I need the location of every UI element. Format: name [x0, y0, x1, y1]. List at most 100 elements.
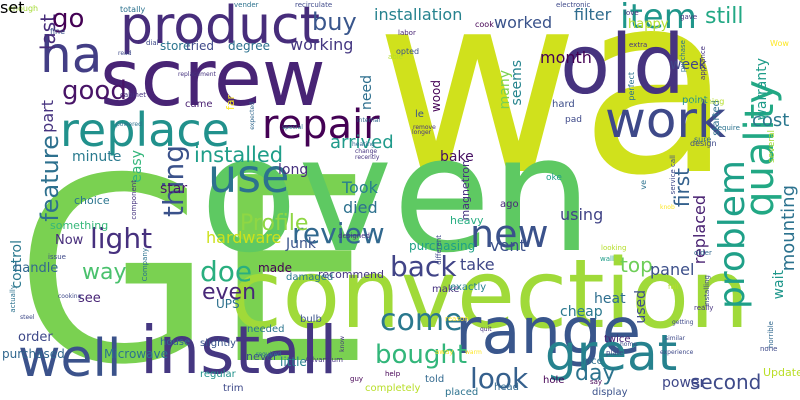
cloud-word: reason — [445, 315, 469, 323]
cloud-word: cooking — [58, 293, 82, 300]
cloud-word: Wow — [770, 39, 789, 48]
cloud-word: little — [280, 355, 307, 369]
cloud-word: house — [160, 337, 191, 348]
cloud-word: head — [494, 382, 519, 393]
cloud-word: never — [246, 350, 278, 363]
cloud-word: exactly — [450, 282, 487, 293]
cloud-word: arrived — [330, 132, 394, 153]
cloud-word: back — [390, 250, 457, 283]
cloud-word: great — [545, 324, 678, 382]
cloud-word: require — [715, 124, 740, 132]
cloud-word: order — [18, 330, 53, 345]
cloud-word: service call — [669, 155, 677, 195]
cloud-word: oven — [200, 101, 593, 288]
cloud-word: doe — [200, 255, 253, 288]
cloud-word: hard — [552, 99, 575, 110]
cloud-word: cook — [475, 20, 494, 29]
cloud-word: even — [202, 280, 257, 305]
cloud-word: repair — [262, 102, 380, 148]
cloud-word: placed — [445, 387, 479, 398]
cloud-word: looking — [601, 244, 627, 252]
cloud-word: cost — [752, 110, 790, 131]
cloud-word: getting — [672, 319, 694, 326]
cloud-word: perfect — [627, 72, 636, 101]
cloud-word: away — [435, 348, 454, 356]
cloud-word: display — [592, 387, 628, 398]
cloud-word: Junk — [286, 236, 316, 252]
cloud-word: le — [415, 109, 424, 120]
cloud-word: internal — [357, 117, 381, 124]
cloud-word: dial — [146, 39, 159, 47]
cloud-word: pad — [565, 115, 582, 125]
cloud-word: review — [292, 217, 385, 250]
cloud-word: remove — [413, 124, 436, 131]
cloud-word: replacement — [178, 71, 216, 78]
cloud-word: fine — [50, 27, 66, 36]
cloud-word: using — [560, 205, 604, 224]
cloud-word: slightly — [200, 338, 237, 349]
cloud-word: ago — [500, 199, 519, 210]
cloud-word: Company — [141, 248, 149, 282]
cloud-word: read — [118, 50, 132, 57]
cloud-word: damaged — [286, 272, 334, 283]
cloud-word: needed — [247, 324, 285, 335]
cloud-word: completely — [365, 383, 421, 394]
cloud-word: worked — [494, 13, 553, 32]
cloud-word: made — [258, 261, 293, 275]
cloud-word: magnetron — [459, 160, 472, 221]
cloud-word: new — [470, 212, 549, 256]
cloud-word: working — [290, 35, 354, 54]
cloud-word: top — [620, 253, 653, 277]
cloud-word: special — [282, 124, 303, 131]
cloud-word: electronic — [556, 1, 591, 9]
cloud-word: GE — [15, 124, 374, 400]
cloud-word: gave — [680, 13, 698, 21]
cloud-word: twice — [604, 334, 631, 345]
cloud-word: guy — [350, 375, 364, 383]
cloud-word: anything — [689, 97, 725, 106]
cloud-word: wood — [429, 80, 443, 113]
cloud-word: problem — [712, 160, 753, 309]
cloud-word: required — [256, 351, 282, 358]
cloud-word: extra — [629, 41, 648, 49]
cloud-word: range — [455, 295, 642, 369]
cloud-word: wall — [600, 255, 614, 263]
cloud-word: plate — [606, 349, 624, 357]
cloud-word: several — [767, 130, 777, 163]
cloud-word: warm — [465, 349, 482, 356]
cloud-word: cheap — [560, 304, 603, 320]
cloud-word: none — [760, 345, 778, 353]
cloud-word: hardware — [206, 228, 282, 247]
cloud-word: help — [385, 370, 401, 378]
cloud-word: vent — [490, 236, 526, 255]
cloud-word: power — [662, 375, 706, 391]
cloud-word: recommend — [318, 268, 384, 281]
cloud-word: vender — [234, 1, 259, 9]
cloud-word: month — [540, 48, 592, 67]
cloud-word: know — [339, 336, 346, 352]
cloud-word: tried — [186, 39, 214, 53]
cloud-word: enough — [8, 4, 39, 13]
cloud-word: experience — [660, 349, 694, 356]
cloud-word: totally — [120, 5, 146, 14]
cloud-word: good — [62, 76, 127, 106]
cloud-word: labor — [398, 29, 416, 37]
cloud-word: love — [624, 9, 639, 17]
cloud-word: knob — [660, 204, 675, 211]
cloud-word: say — [590, 378, 603, 386]
cloud-word: longer — [412, 129, 432, 136]
cloud-word: week — [670, 57, 707, 73]
cloud-word: UPS — [216, 297, 240, 311]
cloud-word: light — [90, 222, 153, 255]
cloud-word: purchasing — [409, 239, 476, 253]
cloud-word: bought — [375, 340, 468, 370]
cloud-word: part — [38, 100, 57, 133]
cloud-word: horrible — [767, 321, 775, 348]
cloud-word: handle — [14, 261, 59, 276]
cloud-word: oke — [546, 173, 562, 183]
cloud-word: wait — [771, 270, 787, 300]
cloud-word: heating — [352, 141, 375, 148]
cloud-word: item — [620, 0, 697, 37]
cloud-word: similar — [665, 335, 686, 342]
